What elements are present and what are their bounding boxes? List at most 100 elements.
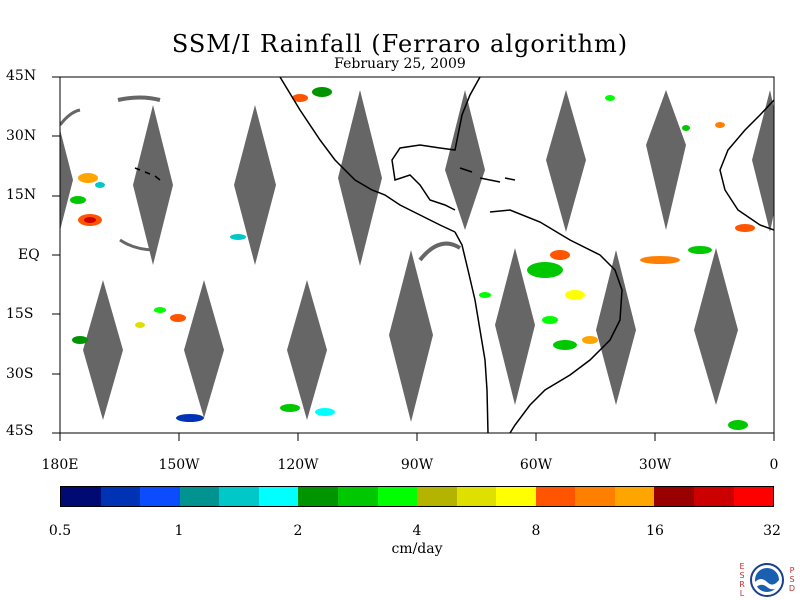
swath-gap (184, 280, 224, 418)
colorbar-swatch (258, 487, 299, 506)
colorbar-label: 32 (763, 523, 781, 539)
rain-patch (682, 125, 690, 131)
colorbar-label: 2 (293, 523, 303, 539)
colorbar-swatch (298, 487, 338, 506)
coastline-africa (719, 99, 774, 231)
lon-label: 180E (41, 457, 79, 473)
colorbar-label: 0.5 (48, 523, 72, 539)
lon-label: 60W (519, 457, 553, 473)
colorbar-swatch (614, 487, 655, 506)
lon-label: 90W (400, 457, 434, 473)
colorbar-swatch (100, 487, 141, 506)
swath-arc (119, 238, 156, 252)
colorbar-units: cm/day (391, 541, 443, 557)
swath-gap (389, 250, 433, 422)
map-title: SSM/I Rainfall (Ferraro algorithm) (171, 30, 629, 58)
noaa-emblem-icon (750, 563, 784, 597)
coastline-south-america (454, 209, 623, 433)
lat-label: 30S (6, 366, 34, 382)
colorbar-swatch (456, 487, 497, 506)
colorbar-swatch (179, 487, 220, 506)
lat-label: 15N (6, 187, 37, 203)
rain-patch (292, 94, 308, 102)
rain-patch (735, 224, 755, 232)
logo-left-letters: E S R L (739, 562, 745, 598)
colorbar-swatch (694, 487, 734, 506)
coastlines (134, 77, 774, 433)
lat-label: EQ (18, 247, 40, 263)
swath-gap (234, 105, 276, 265)
colorbar-swatch (496, 487, 536, 506)
rain-patch (170, 314, 186, 322)
logo-right-letters: P S D (788, 566, 796, 593)
rain-patch (479, 292, 491, 298)
rain-patch (542, 316, 558, 324)
rain-patch (72, 336, 88, 344)
lon-label: 150W (158, 457, 200, 473)
colorbar-label: 4 (412, 523, 422, 539)
lat-label: 45S (6, 423, 34, 439)
colorbar-label: 8 (531, 523, 541, 539)
rain-patch (553, 340, 577, 350)
rain-patch (312, 87, 332, 97)
swath-arc (60, 108, 81, 126)
rain-patch (230, 234, 246, 240)
colorbar-swatch (575, 487, 615, 506)
lon-label: 0 (769, 457, 779, 473)
rain-patch (728, 420, 748, 430)
lon-label: 120W (277, 457, 319, 473)
lat-label: 15S (6, 306, 34, 322)
rain-patch (715, 122, 725, 128)
rain-patch (640, 256, 680, 264)
rain-patch (550, 250, 570, 260)
swath-gap (83, 280, 123, 420)
swath-gap (60, 129, 73, 231)
rain-patch (84, 217, 96, 223)
swath-gap (646, 90, 686, 230)
colorbar-swatch (377, 487, 418, 506)
rain-patch (154, 307, 166, 313)
colorbar (60, 486, 774, 507)
lon-label: 30W (638, 457, 672, 473)
colorbar-swatch (417, 487, 457, 506)
swath-gap (495, 248, 535, 405)
colorbar-swatch (337, 487, 378, 506)
swath-gap (752, 90, 774, 232)
colorbar-swatch (733, 487, 774, 506)
swath-gap (287, 280, 327, 420)
rain-patch (95, 182, 105, 188)
rain-patch (315, 408, 335, 416)
coastline-hawaii (134, 167, 161, 181)
map-date: February 25, 2009 (334, 56, 466, 72)
rain-patch (688, 246, 712, 254)
rain-patch (605, 95, 615, 101)
colorbar-label: 1 (174, 523, 184, 539)
noaa-logo: E S R L P S D (736, 560, 796, 600)
coastline-caribbean (459, 167, 516, 183)
swath-gap (546, 90, 586, 232)
map-ticks (52, 76, 775, 441)
swath-gap (445, 90, 485, 230)
rain-patch (280, 404, 300, 412)
coastline-gulf-atlantic (391, 77, 481, 211)
swath-gaps (60, 90, 774, 422)
rain-patch (565, 290, 585, 300)
rain-patch (70, 196, 86, 204)
colorbar-label: 16 (646, 523, 664, 539)
rain-patch (176, 414, 204, 422)
colorbar-swatch (219, 487, 259, 506)
swath-arc (117, 95, 161, 102)
rain-patch (135, 322, 145, 328)
swath-gap (338, 90, 382, 266)
colorbar-swatch (61, 487, 101, 506)
rainfall-map (52, 76, 775, 441)
lat-label: 45N (6, 68, 37, 84)
swath-gap (133, 105, 173, 265)
rain-patch (78, 173, 98, 183)
rain-patch (527, 262, 563, 278)
colorbar-swatch (140, 487, 180, 506)
coastline-north-america (279, 77, 456, 233)
rain-patch (582, 336, 598, 344)
lat-label: 30N (6, 128, 37, 144)
swath-gap (694, 248, 738, 405)
